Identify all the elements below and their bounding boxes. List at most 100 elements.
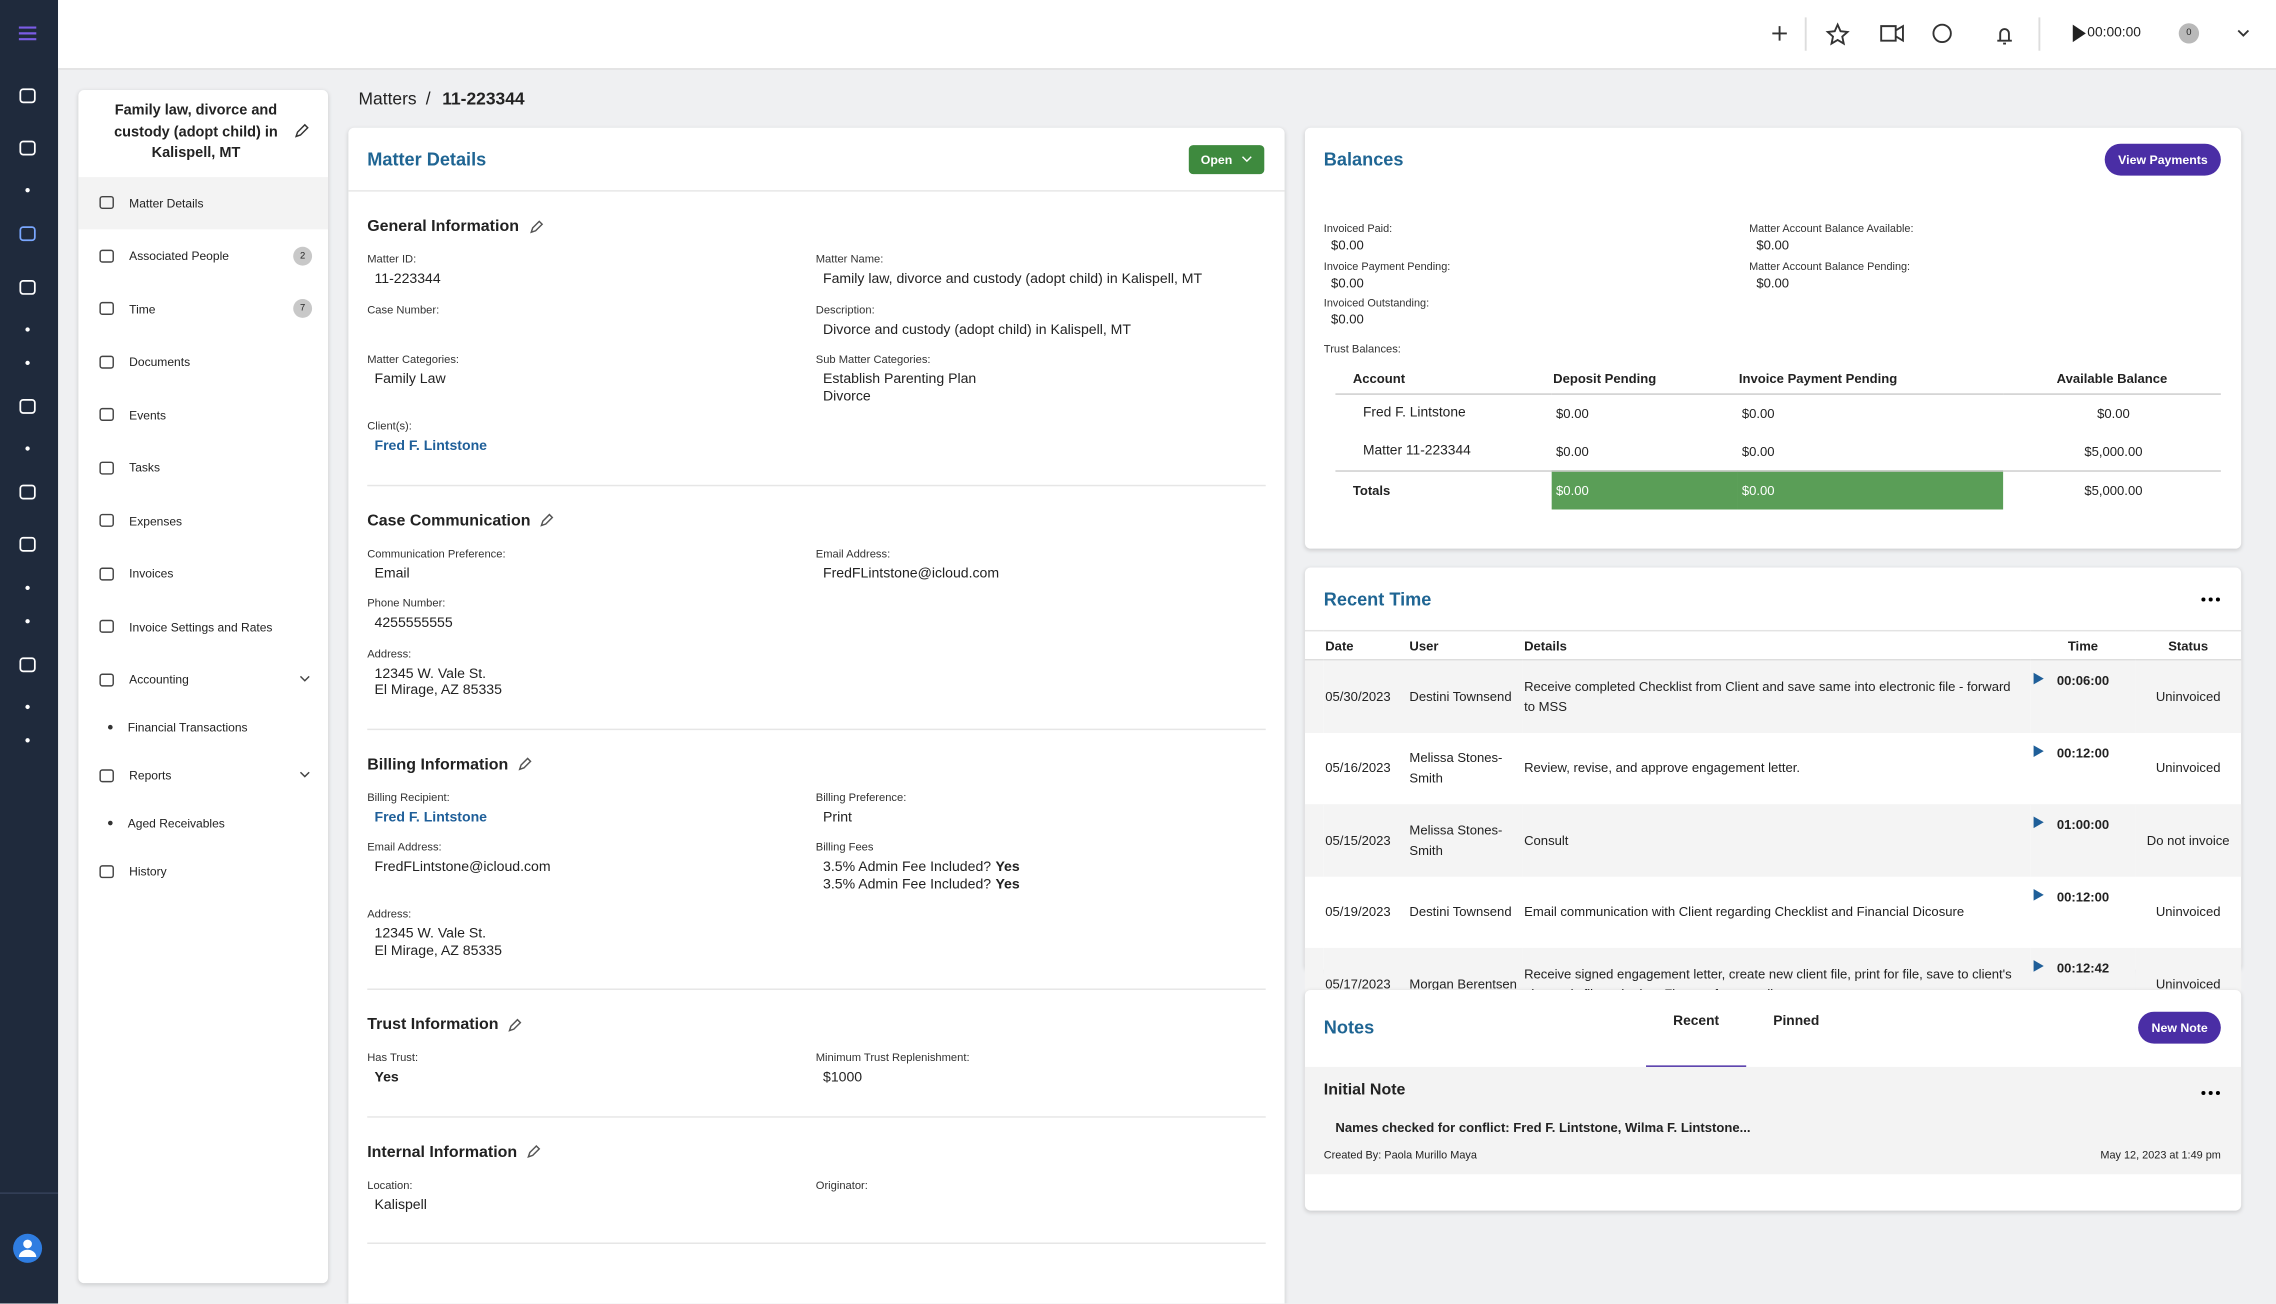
cell: Destini Townsend <box>1407 659 1523 733</box>
link[interactable]: Fred F. Lintstone <box>374 438 487 455</box>
field-value: $0.00 <box>1331 238 1364 253</box>
menu-icon[interactable] <box>18 26 37 41</box>
trust-row: Matter 11-223344 $0.00 $0.00 $5,000.00 <box>1335 432 2220 470</box>
expand-chevron[interactable] <box>299 771 311 780</box>
field-value: 4255555555 <box>374 615 453 632</box>
play-button[interactable] <box>2032 888 2052 901</box>
add-icon[interactable] <box>1772 26 1787 41</box>
tab[interactable]: Pinned <box>1773 1013 1820 1030</box>
nav-item[interactable]: Documents <box>78 335 328 388</box>
nav-item[interactable]: History <box>78 845 328 898</box>
new-note-button[interactable]: New Note <box>2138 1011 2221 1044</box>
more-icon[interactable] <box>2201 594 2221 603</box>
nav-item[interactable]: Financial Transactions <box>78 706 328 749</box>
tab[interactable]: Recent <box>1646 990 1747 1069</box>
nav-label: Financial Transactions <box>127 720 248 735</box>
edit-icon[interactable] <box>507 1017 523 1033</box>
card-header: Balances View Payments <box>1305 128 2241 190</box>
help-icon[interactable] <box>1932 23 1952 44</box>
field-label: Sub Matter Categories: <box>815 352 931 366</box>
rail-icon[interactable] <box>19 88 36 104</box>
star-icon[interactable] <box>1825 22 1850 46</box>
play-button[interactable] <box>2032 744 2052 757</box>
breadcrumb-item[interactable]: Matters <box>358 88 417 109</box>
status-button[interactable]: Open <box>1189 144 1265 174</box>
rail-icon[interactable] <box>19 280 36 295</box>
play-button[interactable] <box>2032 672 2052 685</box>
rail-icon[interactable] <box>19 484 36 500</box>
section-title-text: General Information <box>367 217 519 236</box>
menu-chevron[interactable] <box>2237 29 2250 37</box>
play-button[interactable] <box>2032 959 2052 972</box>
edit-icon[interactable] <box>528 218 544 234</box>
fee-text: 3.5% Admin Fee Included? <box>823 875 992 892</box>
field-value <box>367 322 816 338</box>
nav-item[interactable]: Associated People 2 <box>78 229 328 282</box>
field-row: Location: Kalispell Originator: <box>367 1178 1265 1214</box>
cell: $0.00 <box>1556 443 1589 458</box>
cell: $5,000.00 <box>2084 443 2143 458</box>
time-value: 00:12:00 <box>2056 745 2110 760</box>
section: General Information Matter ID: 11-223344 Ma… <box>367 192 1266 486</box>
rail-dot[interactable] <box>25 187 30 193</box>
nav-item[interactable]: Invoice Settings and Rates <box>78 600 328 653</box>
nav-list: Matter Details Associated People 2 Time 7 Doc… <box>78 176 329 898</box>
nav-item[interactable]: Events <box>78 388 328 441</box>
rail-icon[interactable] <box>19 399 36 414</box>
nav-icon <box>99 408 114 422</box>
rail-dot[interactable] <box>25 704 30 710</box>
note-title: Initial Note <box>1323 1081 1406 1099</box>
rail-dot[interactable] <box>25 585 30 591</box>
nav-label: Invoices <box>129 566 174 581</box>
time-row: 05/16/2023 Melissa Stones-Smith Review, re… <box>1305 732 2241 804</box>
edit-icon[interactable] <box>526 1144 542 1160</box>
spacer <box>1304 804 1324 876</box>
video-icon[interactable] <box>1880 24 1904 43</box>
time-row: 05/15/2023 Melissa Stones-Smith Consult 01:… <box>1304 804 2242 876</box>
field: Originator: <box>816 1178 1266 1214</box>
rail-icon[interactable] <box>19 536 36 552</box>
time-value: 01:00:00 <box>2056 817 2110 832</box>
nav-item[interactable]: Time 7 <box>78 282 328 335</box>
rail-icon[interactable] <box>19 140 36 156</box>
edit-icon[interactable] <box>539 512 555 528</box>
note: Initial Note Names checked for conflict: … <box>1304 1066 2242 1175</box>
rail-icon[interactable] <box>19 226 36 242</box>
rail-dot[interactable] <box>25 360 30 366</box>
rail-dot[interactable] <box>25 619 30 624</box>
field-value: El Mirage, AZ 85335 <box>374 942 502 959</box>
nav-item[interactable]: Matter Details <box>78 176 329 230</box>
header-row: Account Deposit Pending Invoice Payment Pe… <box>1335 363 2221 395</box>
nav-item[interactable]: Tasks <box>78 441 328 494</box>
balance-fields: Invoiced Paid: $0.00 Invoice Payment Pendi… <box>1305 190 2241 333</box>
rail-dot[interactable] <box>25 327 30 332</box>
nav-label: Invoice Settings and Rates <box>129 619 273 634</box>
view-payments-button[interactable]: View Payments <box>2105 142 2221 175</box>
edit-icon[interactable] <box>293 122 310 139</box>
nav-item[interactable]: Reports <box>78 749 328 802</box>
rail-dot[interactable] <box>25 738 30 743</box>
play-button[interactable] <box>2032 816 2052 829</box>
nav-label: Associated People <box>129 248 229 264</box>
matter-details-card: Matter Details Open General Information M… <box>348 127 1285 1304</box>
nav-item[interactable]: Invoices <box>78 547 328 600</box>
note-author: Created By: Paola Murillo Maya <box>1323 1148 1477 1162</box>
nav-item[interactable]: Accounting <box>78 653 328 706</box>
nav-icon <box>99 620 114 634</box>
more-icon[interactable] <box>2201 1089 2221 1098</box>
play-icon[interactable] <box>2072 24 2086 43</box>
fee-answer: Yes <box>995 875 1020 892</box>
status-label: Open <box>1200 151 1233 167</box>
bell-icon[interactable] <box>1997 28 2012 45</box>
nav-item[interactable]: Aged Receivables <box>78 802 328 845</box>
rail-dot[interactable] <box>25 446 30 451</box>
link[interactable]: Fred F. Lintstone <box>374 809 487 826</box>
notes-card: Notes New Note Recent Pinned Initial Note N… <box>1304 989 2242 1211</box>
edit-icon[interactable] <box>517 756 533 772</box>
field-row: Address: 12345 W. Vale St. El Mirage, AZ 8… <box>367 647 1265 699</box>
expand-chevron[interactable] <box>299 675 311 684</box>
nav-item[interactable]: Expenses <box>78 494 328 547</box>
rail-icon[interactable] <box>19 657 36 673</box>
nav-label: Reports <box>129 768 172 783</box>
field-value: Kalispell <box>374 1196 427 1213</box>
